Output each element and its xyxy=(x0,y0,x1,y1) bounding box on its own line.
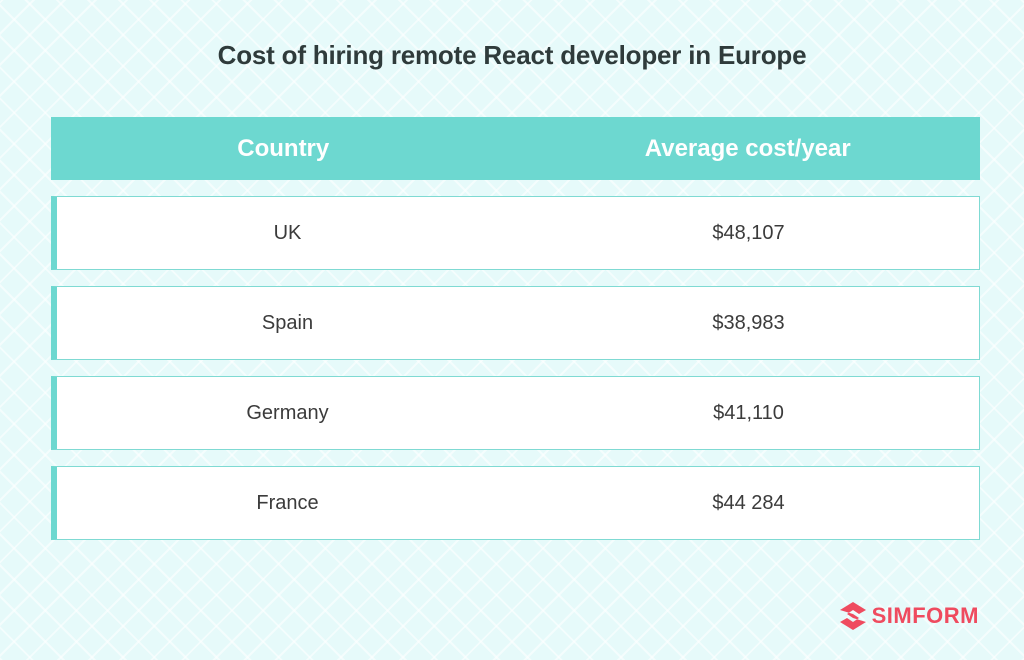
country-cell: France xyxy=(256,491,319,514)
brand-name: SIMFORM xyxy=(871,603,979,628)
cost-table: Country Average cost/year UK $48,107 Spa… xyxy=(51,117,980,540)
cost-cell: $41,110 xyxy=(713,401,784,424)
header-country: Country xyxy=(237,134,330,162)
simform-logo: SIMFORM xyxy=(839,602,979,630)
simform-logo-icon xyxy=(839,602,866,630)
table-header: Country Average cost/year xyxy=(51,117,980,180)
table-row: UK $48,107 xyxy=(51,196,980,270)
table-row: France $44 284 xyxy=(51,466,980,540)
header-average-cost: Average cost/year xyxy=(644,134,851,162)
table-row: Spain $38,983 xyxy=(51,286,980,360)
country-cell: Germany xyxy=(246,401,329,424)
cost-cell: $38,983 xyxy=(712,311,785,334)
cost-cell: $48,107 xyxy=(712,221,785,244)
country-cell: UK xyxy=(273,221,302,244)
cost-cell: $44 284 xyxy=(712,491,785,514)
country-cell: Spain xyxy=(261,311,314,334)
chart-title: Cost of hiring remote React developer in… xyxy=(217,40,807,70)
table-row: Germany $41,110 xyxy=(51,376,980,450)
